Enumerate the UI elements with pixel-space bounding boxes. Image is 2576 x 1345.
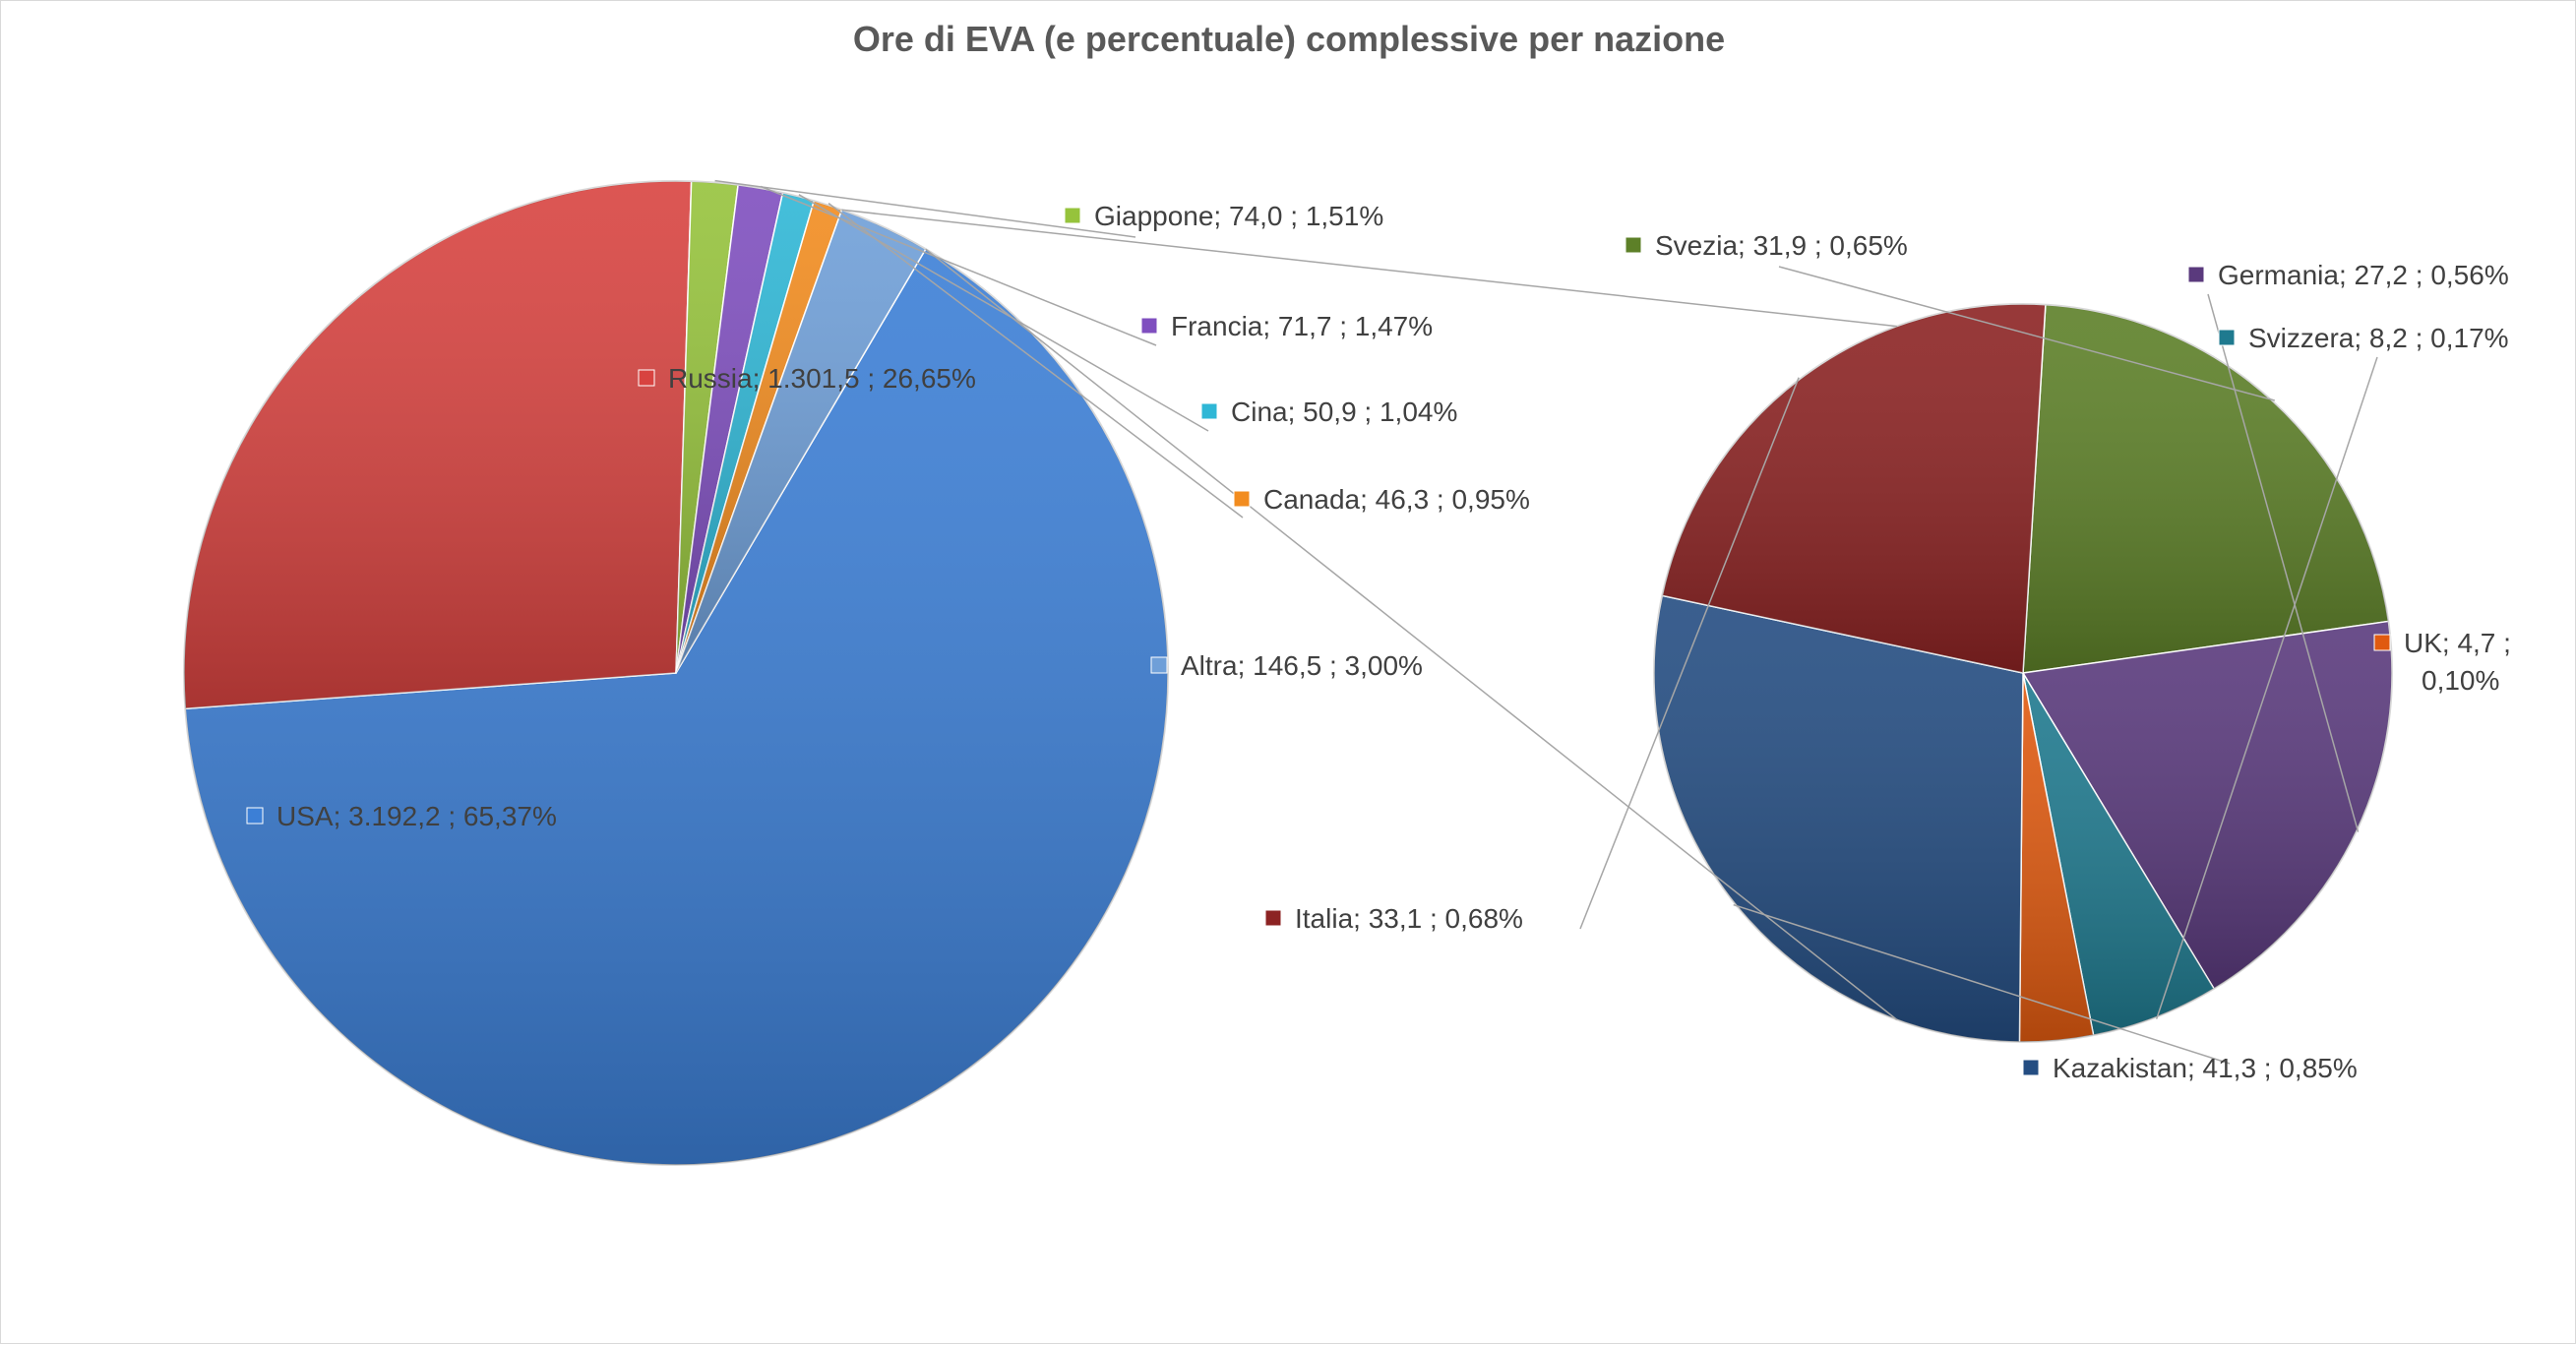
chart-title: Ore di EVA (e percentuale) complessive p…: [852, 19, 1726, 59]
secondary-data-label-germania: Germania; 27,2 ; 0,56%: [2218, 260, 2509, 290]
secondary-data-label-kazakistan: Kazakistan; 41,3 ; 0,85%: [2053, 1053, 2358, 1083]
secondary-leader-line-svizzera: [2155, 356, 2378, 1019]
primary-data-label-canada: Canada; 46,3 ; 0,95%: [1263, 484, 1530, 515]
primary-data-label-usa: USA; 3.192,2 ; 65,37%: [276, 801, 557, 831]
secondary-leader-line-kazakistan: [1733, 903, 2231, 1065]
primary-data-label-russia: Russia; 1.301,5 ; 26,65%: [668, 363, 976, 394]
data-labels: USA; 3.192,2 ; 65,37% Russia; 1.301,5 ; 2…: [246, 201, 2511, 1083]
primary-pie: [183, 180, 1169, 1166]
secondary-pie: [1653, 303, 2393, 1043]
secondary-legend-key-svizzera: [2218, 329, 2236, 346]
secondary-data-label-uk: UK; 4,7 ; 0,10%: [2404, 628, 2511, 696]
primary-legend-key-usa: [246, 807, 264, 825]
secondary-data-label-svizzera: Svizzera; 8,2 ; 0,17%: [2248, 323, 2509, 353]
primary-slice-russia: [183, 180, 693, 710]
secondary-legend-key-svezia: [1625, 236, 1642, 254]
primary-legend-key-giappone: [1064, 207, 1081, 224]
primary-data-label-cina: Cina; 50,9 ; 1,04%: [1231, 397, 1457, 427]
primary-legend-key-francia: [1140, 317, 1158, 335]
connector-line-bottom: [925, 248, 1898, 1020]
secondary-legend-key-italia: [1264, 909, 1282, 927]
primary-data-label-altra: Altra; 146,5 ; 3,00%: [1181, 650, 1423, 681]
leader-lines: [714, 179, 2378, 1065]
secondary-legend-key-germania: [2187, 266, 2205, 283]
primary-leader-line-giappone: [714, 179, 1136, 238]
primary-outline: [183, 180, 1169, 1166]
secondary-leader-line-italia: [1579, 377, 1800, 930]
secondary-outline: [1653, 303, 2393, 1043]
connector-line-top: [841, 209, 1897, 328]
secondary-legend-key-uk: [2373, 634, 2391, 651]
secondary-leader-line-germania: [2207, 293, 2360, 832]
primary-leader-line-canada: [828, 203, 1244, 519]
secondary-data-label-svezia: Svezia; 31,9 ; 0,65%: [1655, 230, 1908, 261]
primary-legend-key-canada: [1233, 490, 1251, 508]
secondary-slice-kazakistan: [1653, 594, 2024, 1043]
primary-leader-line-francia: [760, 185, 1157, 346]
secondary-legend-key-kazakistan: [2022, 1059, 2040, 1076]
pie-connector-lines: [841, 209, 1898, 1020]
primary-legend-key-russia: [638, 369, 655, 387]
primary-legend-key-altra: [1150, 656, 1168, 674]
primary-legend-key-cina: [1200, 402, 1218, 420]
secondary-data-label-italia: Italia; 33,1 ; 0,68%: [1295, 903, 1523, 934]
secondary-leader-line-svezia: [1778, 266, 2275, 401]
primary-data-label-giappone: Giappone; 74,0 ; 1,51%: [1094, 201, 1383, 231]
primary-data-label-francia: Francia; 71,7 ; 1,47%: [1171, 311, 1433, 341]
primary-leader-line-cina: [798, 194, 1209, 432]
